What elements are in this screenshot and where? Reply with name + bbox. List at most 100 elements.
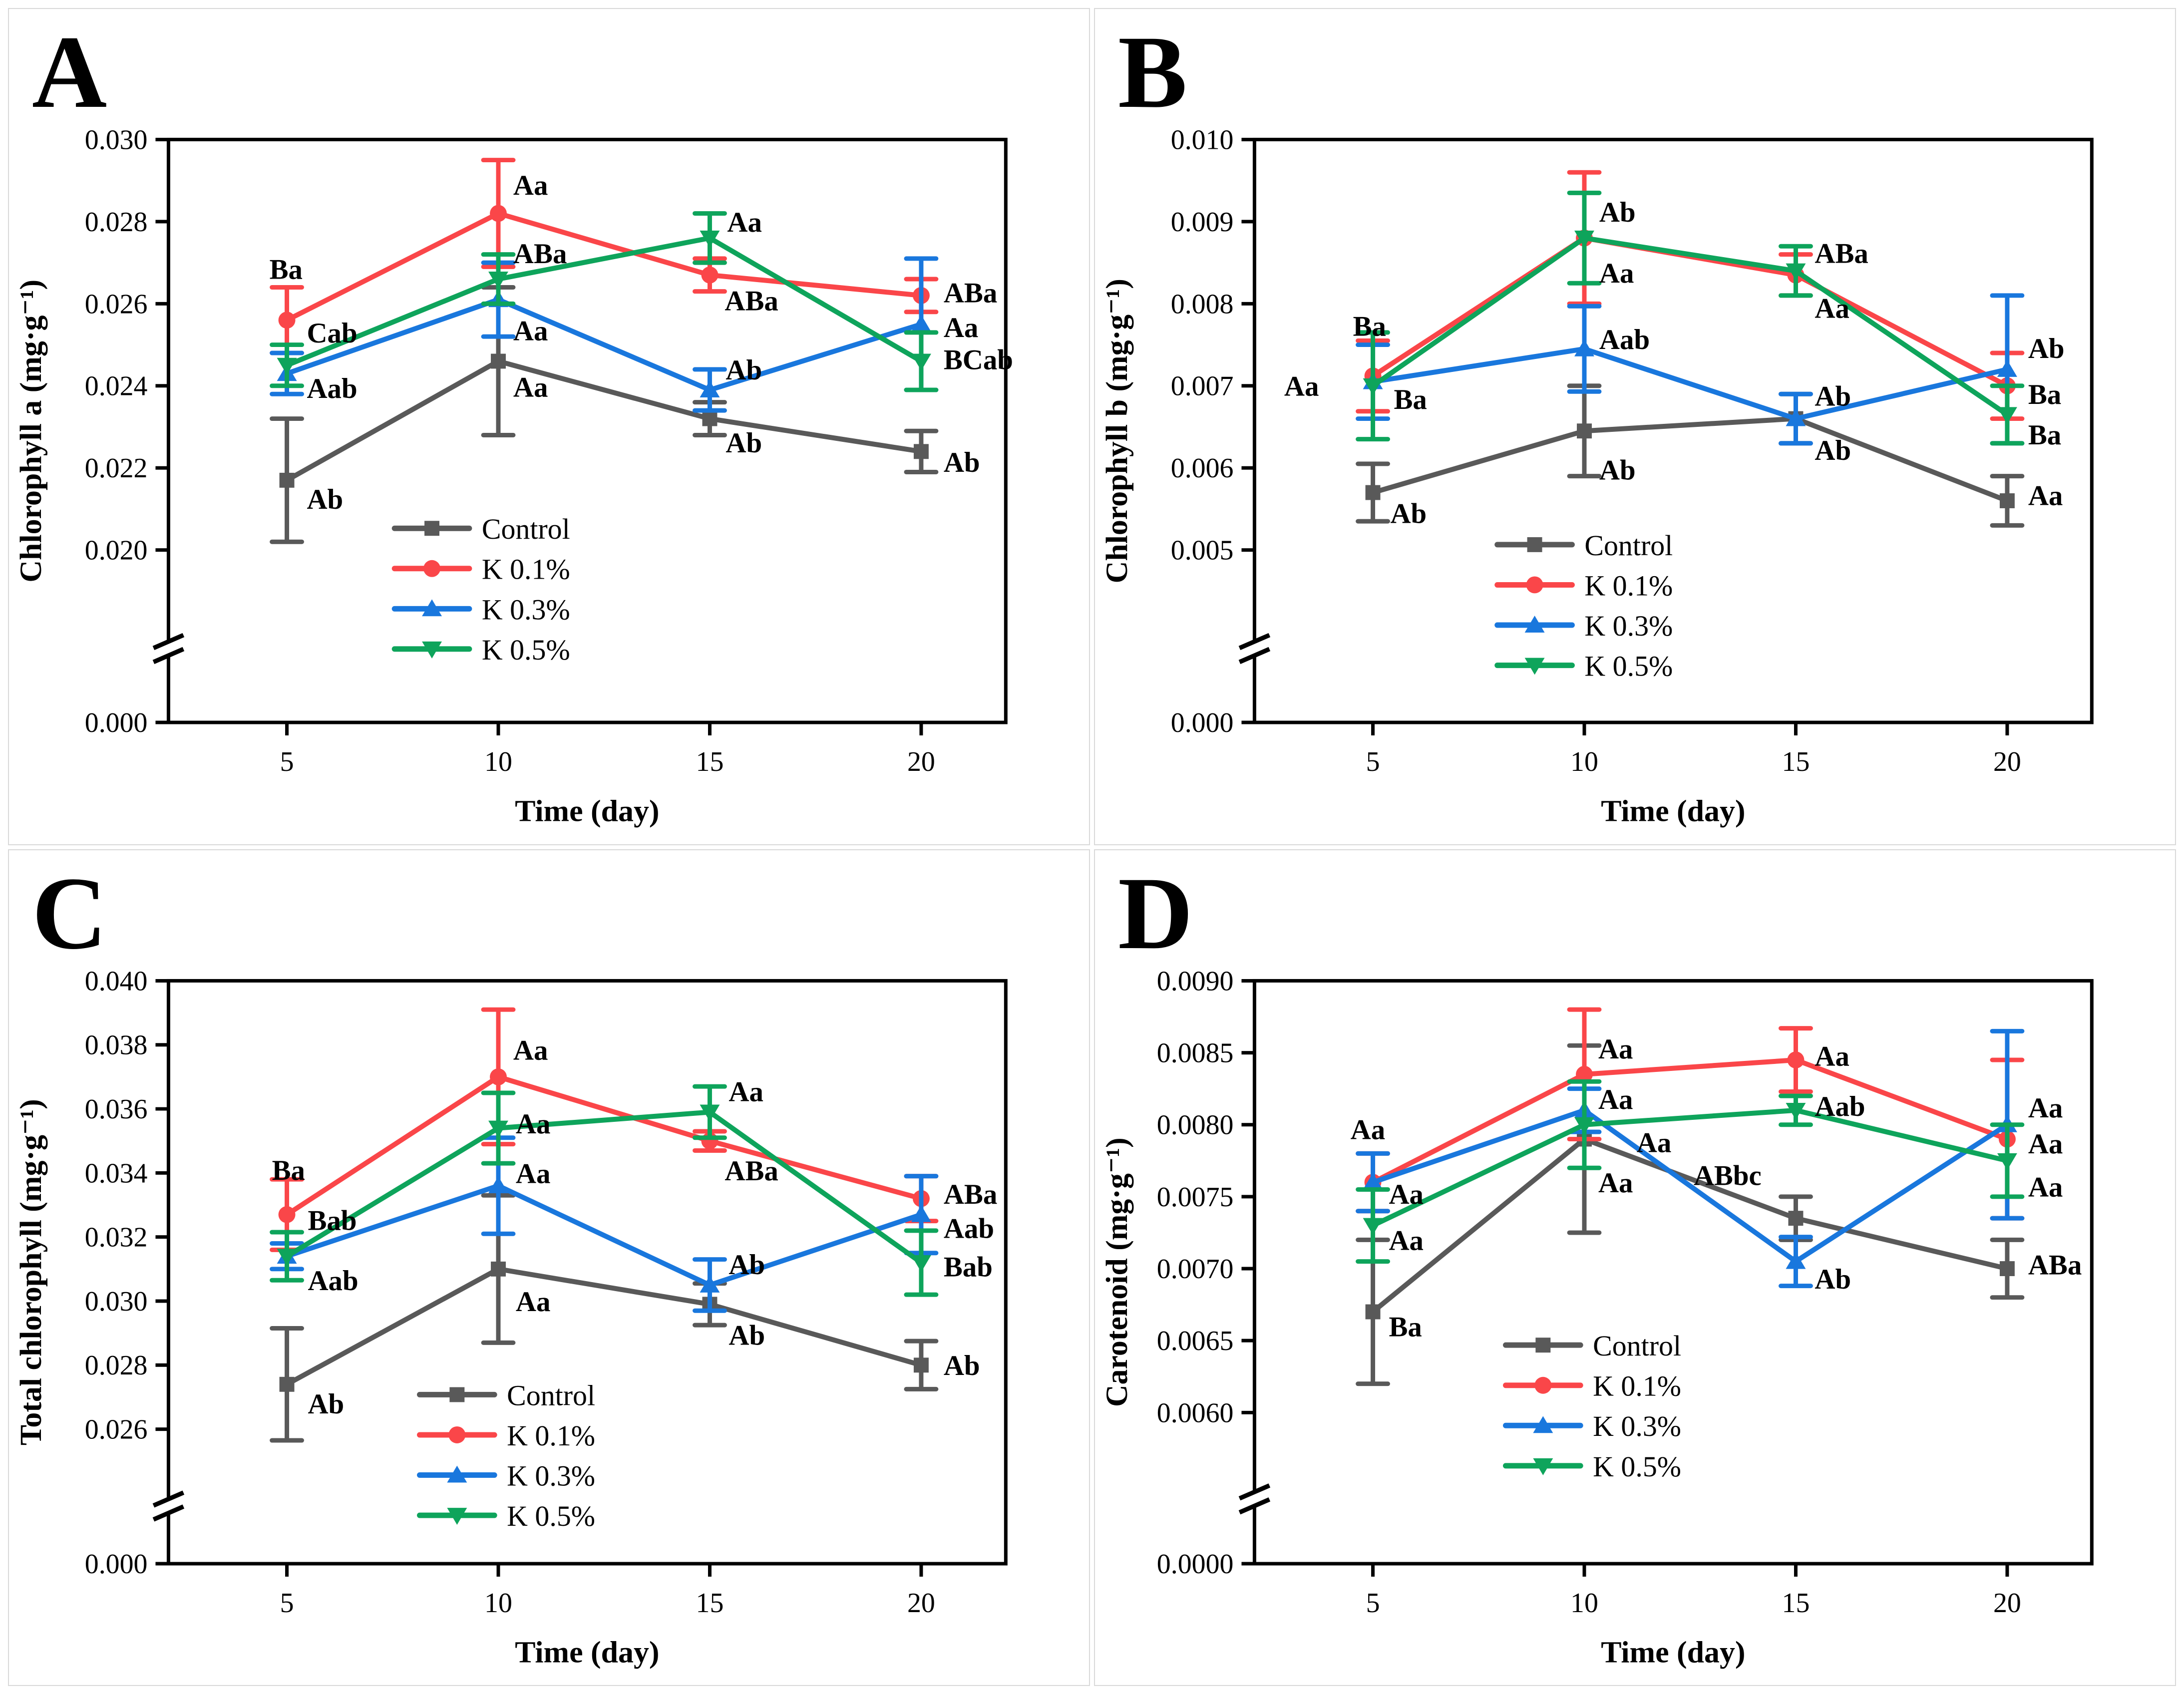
significance-label: Aa	[1389, 1179, 1424, 1210]
significance-label: Ba	[1389, 1311, 1422, 1343]
legend-label: K 0.5%	[507, 1500, 595, 1532]
y-tick-label: 0.008	[1171, 289, 1234, 320]
significance-label: Aa	[1351, 1114, 1386, 1145]
triangle-down-marker	[911, 353, 931, 371]
significance-label: Ab	[1815, 380, 1851, 412]
triangle-down-marker	[1786, 263, 1806, 281]
triangle-down-marker	[277, 357, 297, 375]
y-tick-label: 0.024	[85, 371, 148, 402]
circle-marker	[1576, 1065, 1593, 1083]
x-tick-label: 15	[696, 746, 724, 777]
circle-marker	[1534, 1376, 1552, 1394]
panel-a: 0.030 0.028 0.026 0.024 0.022 0.020 0.000 5 10 15…	[8, 8, 1090, 845]
triangle-down-marker	[1786, 1102, 1806, 1120]
significance-label: Aa	[1815, 1040, 1849, 1072]
triangle-down-marker	[1533, 1458, 1553, 1475]
y-tick-label: 0.000	[85, 1548, 148, 1579]
triangle-down-marker	[488, 272, 508, 289]
triangle-up-marker	[422, 599, 442, 617]
square-marker	[1999, 1261, 2015, 1276]
x-tick-label: 15	[1782, 1587, 1810, 1618]
triangle-down-marker	[1997, 1153, 2017, 1170]
significance-label: Ab	[2028, 333, 2065, 364]
significance-label: Ab	[944, 447, 980, 478]
legend-label: Control	[482, 513, 570, 545]
circle-marker	[1787, 1051, 1805, 1068]
x-tick-label: 15	[696, 1587, 724, 1618]
y-tick-label: 0.005	[1171, 535, 1234, 566]
x-tick-label: 10	[484, 1587, 512, 1618]
x-tick-label: 20	[907, 1587, 935, 1618]
x-tick-label: 10	[1570, 1587, 1598, 1618]
legend-label: K 0.3%	[507, 1459, 595, 1492]
y-tick-label: 0.0070	[1157, 1253, 1234, 1284]
triangle-up-marker	[1363, 1172, 1383, 1190]
triangle-down-marker	[700, 1104, 720, 1121]
significance-label: BCab	[944, 344, 1013, 375]
square-marker	[913, 444, 929, 459]
y-tick-label: 0.030	[85, 124, 148, 155]
triangle-up-marker	[1786, 409, 1806, 426]
significance-label: Ab	[308, 1388, 344, 1420]
significance-label: Ab	[1390, 498, 1427, 530]
x-tick-label: 5	[1366, 1587, 1380, 1618]
circle-marker	[278, 312, 296, 329]
square-marker	[449, 1386, 465, 1402]
x-tick-label: 5	[280, 1587, 294, 1618]
significance-label: Aa	[1598, 1083, 1633, 1115]
axes: 0.040 0.038 0.036 0.034 0.032 0.030 0.028 0.026…	[85, 966, 1008, 1618]
y-tick-label: 0.009	[1171, 207, 1234, 238]
legend-label: K 0.1%	[1584, 569, 1673, 602]
significance-label: Aa	[516, 1286, 551, 1317]
y-tick-label: 0.000	[85, 707, 148, 738]
triangle-down-marker	[1363, 1218, 1383, 1235]
panel-letter-b: B	[1118, 14, 1187, 129]
legend: Control K 0.1% K 0.3% K 0.5%	[1502, 1330, 1681, 1482]
panel-letter-a: A	[32, 14, 107, 129]
significance-label: Ab	[1815, 1264, 1851, 1295]
y-tick-label: 0.026	[85, 289, 148, 320]
significance-label: Aa	[1599, 258, 1634, 289]
square-marker	[1365, 1304, 1381, 1319]
y-axis-break	[152, 633, 185, 665]
significance-label: Aa	[516, 1158, 551, 1189]
x-tick-label: 15	[1782, 746, 1810, 777]
x-tick-label: 5	[1366, 746, 1380, 777]
x-tick-label: 20	[1993, 1587, 2021, 1618]
panel-c: 0.040 0.038 0.036 0.034 0.032 0.030 0.028 0.026…	[8, 849, 1090, 1686]
y-axis-title: Carotenoid (mg·g⁻¹)	[1100, 1137, 1134, 1407]
panel-letter-d: D	[1118, 855, 1193, 971]
significance-label: Aa	[513, 316, 548, 347]
series-k-0-5-	[270, 1084, 939, 1297]
series-k-0-5-	[1356, 190, 2025, 446]
series-control	[1356, 383, 2025, 528]
triangle-down-marker	[911, 1255, 931, 1272]
significance-label: Ba	[270, 254, 303, 285]
significance-label: ABa	[944, 1179, 997, 1210]
y-tick-label: 0.010	[1171, 124, 1234, 155]
y-tick-label: 0.0090	[1157, 966, 1234, 997]
x-axis-title: Time (day)	[1601, 1635, 1745, 1669]
triangle-up-marker	[911, 1205, 931, 1222]
x-tick-label: 5	[280, 746, 294, 777]
series-k-0-3-	[1356, 293, 2025, 446]
y-axis-break	[152, 1490, 185, 1522]
legend-label: Control	[507, 1379, 595, 1411]
significance-label: Aa	[1284, 371, 1319, 402]
y-axis-title: Chlorophyll a (mg·g⁻¹)	[14, 280, 48, 583]
significance-label: ABa	[944, 277, 997, 309]
circle-marker	[490, 1068, 507, 1085]
significance-label: Ba	[2028, 419, 2061, 451]
triangle-up-marker	[1524, 616, 1545, 633]
y-tick-label: 0.0080	[1157, 1109, 1234, 1140]
significance-label: Aa	[513, 170, 548, 201]
axes: 0.0090 0.0085 0.0080 0.0075 0.0070 0.0065 0.00…	[1157, 966, 2094, 1618]
square-marker	[1365, 485, 1381, 500]
y-tick-label: 0.022	[85, 453, 148, 484]
chlorophyll-a-chart: 0.030 0.028 0.026 0.024 0.022 0.020 0.000 5 10 15…	[14, 124, 1013, 828]
significance-label: Aab	[944, 1213, 994, 1244]
significance-label: Ab	[1599, 197, 1636, 228]
